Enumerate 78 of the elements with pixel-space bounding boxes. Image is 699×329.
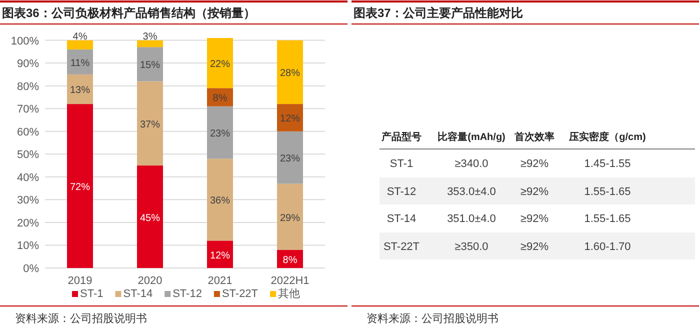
data-label: 8% [282,254,298,266]
text: ≥92% [520,241,549,253]
bar [67,74,93,104]
bar [137,40,163,48]
text: ≥92% [520,213,549,225]
bar [207,240,233,268]
text: ST-22T [383,241,420,253]
y-tick-label: 30% [16,194,40,207]
text: 353.0±4.0 [447,186,496,198]
data-label: 13% [70,85,90,96]
y-tick-label: 60% [16,126,40,138]
bar [67,49,93,74]
y-tick-label: 20% [16,217,40,230]
text: ST-1 [390,158,414,170]
x-tick-label: 2019 [68,275,92,287]
text: ST-12 [386,186,416,198]
text: ≥92% [520,158,549,170]
bar [67,104,93,268]
y-tick-label: 10% [16,240,40,252]
bar [67,40,93,50]
data-label: 72% [70,182,90,194]
text: ≥340.0 [454,158,488,170]
y-tick-label: 50% [16,149,40,162]
y-tick-label: 80% [16,80,40,93]
text: 1.60-1.70 [584,241,631,253]
text: ≥92% [520,186,549,198]
legend-label: ST-12 [172,288,202,300]
text: 资料来源：公司招股说明书 [366,312,498,325]
data-label: 23% [280,154,300,165]
data-label: 12% [280,114,300,125]
bar [277,184,303,250]
bar [207,158,233,241]
data-label: 12% [210,250,230,262]
data-label: 3% [142,31,158,42]
text: 资料来源：公司招股说明书 [15,312,147,325]
text: 压实密度（g/cm) [568,131,646,143]
bar [137,81,163,166]
legend-label: 其他 [278,287,300,300]
bar [137,166,163,268]
data-label: 15% [140,60,160,72]
text: ST-14 [386,213,416,225]
y-tick-label: 0% [23,263,40,275]
chart-title: 图表36：公司负极材料产品销售结构（按销量） [2,6,256,20]
data-label: 22% [210,59,230,70]
data-label: 37% [140,119,160,130]
text: 1.55-1.65 [584,186,631,198]
data-label: 4% [72,31,88,42]
bar [137,47,163,82]
data-label: 28% [280,68,300,80]
data-label: 8% [212,93,228,104]
text: 首次效率 [514,131,554,143]
x-tick-label: 2020 [138,275,162,287]
bar [207,38,233,88]
bar [277,40,303,104]
data-label: 11% [70,58,90,69]
text: 产品型号 [380,131,422,143]
bar [207,106,233,159]
y-tick-label: 40% [16,172,40,184]
text: 1.55-1.65 [584,213,631,225]
text: 比容量(mAh/g) [438,131,506,143]
data-label: 36% [210,196,230,207]
legend-label: ST-22T [222,288,258,300]
y-tick-label: 90% [16,58,40,70]
legend-label: ST-14 [123,288,153,300]
data-label: 29% [280,212,300,224]
y-tick-label: 100% [10,35,40,48]
y-tick-label: 70% [16,104,40,116]
legend-label: ST-1 [80,288,104,300]
text: 图表37：公司主要产品性能对比 [354,6,523,20]
data-label: 45% [140,212,160,224]
text: ≥350.0 [454,241,488,253]
bar [277,104,303,132]
bar [277,131,303,184]
text: 351.0±4.0 [447,213,496,225]
x-tick-label: 2022H1 [270,275,310,287]
data-label: 23% [210,128,230,140]
text: 1.45-1.55 [584,158,631,170]
x-tick-label: 2021 [208,275,232,287]
